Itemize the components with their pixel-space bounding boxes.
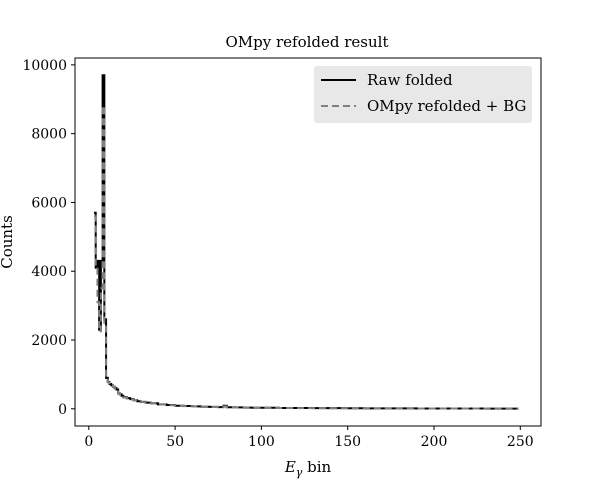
y-tick-label: 6000 bbox=[31, 195, 67, 211]
y-tick-label: 2000 bbox=[31, 333, 67, 349]
series-line-raw-folded bbox=[93, 74, 519, 410]
y-axis: 0 2000 4000 6000 8000 10000 bbox=[22, 58, 75, 418]
x-tick-label: 150 bbox=[334, 434, 361, 450]
y-tick-label: 4000 bbox=[31, 264, 67, 280]
x-tick-label: 250 bbox=[507, 434, 534, 450]
x-axis-label-rest: bin bbox=[302, 458, 331, 476]
x-axis: 0 50 100 150 200 250 bbox=[84, 426, 534, 450]
x-tick-label: 50 bbox=[166, 434, 184, 450]
legend-box bbox=[314, 66, 532, 123]
x-tick-label: 0 bbox=[84, 434, 93, 450]
y-tick-label: 0 bbox=[58, 402, 67, 418]
y-tick-label: 8000 bbox=[31, 127, 67, 143]
legend-label-raw-folded: Raw folded bbox=[367, 71, 453, 89]
x-tick-label: 200 bbox=[421, 434, 448, 450]
plot-area bbox=[74, 57, 542, 427]
series-layer bbox=[93, 74, 519, 410]
x-axis-label-main: E bbox=[284, 458, 296, 476]
series-line-ompy-refolded bbox=[93, 105, 519, 410]
x-tick-label: 100 bbox=[248, 434, 275, 450]
y-tick-label: 10000 bbox=[22, 58, 67, 74]
x-axis-label-sub: γ bbox=[296, 466, 303, 479]
chart-title: OMpy refolded result bbox=[225, 33, 388, 51]
y-axis-label: Counts bbox=[0, 215, 16, 269]
legend: Raw folded OMpy refolded + BG bbox=[314, 66, 532, 123]
x-axis-label: Eγ bin bbox=[284, 458, 332, 479]
legend-label-ompy-refolded: OMpy refolded + BG bbox=[367, 97, 526, 115]
